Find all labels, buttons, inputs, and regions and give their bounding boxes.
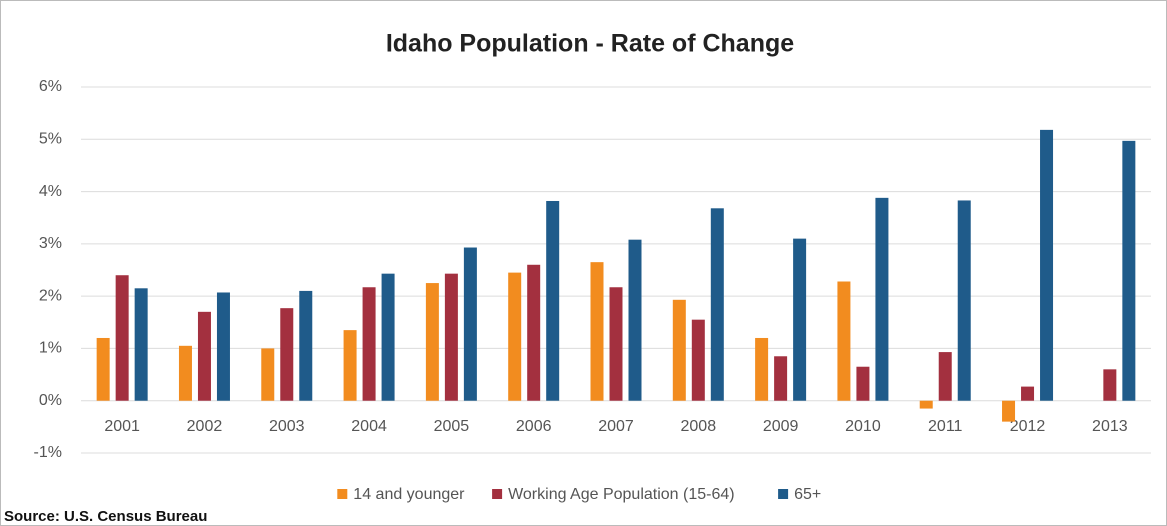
y-tick-label: 2% — [39, 287, 62, 304]
y-tick-label: 1% — [39, 340, 62, 357]
bar — [96, 337, 110, 401]
bar — [1122, 140, 1136, 401]
x-tick-label: 2001 — [104, 418, 140, 435]
x-tick-label: 2002 — [187, 418, 223, 435]
bar — [710, 208, 724, 401]
source: Source: U.S. Census Bureau — [4, 508, 207, 525]
y-tick-label: 4% — [39, 183, 62, 200]
bar — [115, 275, 129, 401]
bar — [875, 197, 889, 401]
x-tick-label: 2008 — [681, 418, 717, 435]
bar — [672, 299, 686, 401]
bar — [1002, 400, 1016, 422]
bar — [1103, 369, 1117, 401]
legend-label: 14 and younger — [353, 486, 465, 503]
bar — [546, 200, 560, 401]
chart-title: Idaho Population - Rate of Change — [386, 30, 794, 58]
bar — [793, 238, 807, 401]
bar — [343, 330, 357, 401]
x-tick-label: 2006 — [516, 418, 552, 435]
bar — [628, 239, 642, 401]
bar — [1040, 129, 1054, 401]
bar — [609, 287, 623, 401]
bar — [463, 247, 477, 401]
x-tick-label: 2011 — [928, 418, 963, 435]
bar — [134, 288, 148, 401]
bar — [837, 281, 851, 401]
bar — [444, 273, 458, 401]
x-tick-label: 2009 — [763, 418, 799, 435]
y-tick-label: 0% — [39, 392, 62, 409]
legend-swatch — [778, 489, 789, 499]
bar — [527, 264, 541, 401]
x-tick-label: 2005 — [434, 418, 470, 435]
x-tick-label: 2010 — [845, 418, 881, 435]
bar — [508, 272, 522, 401]
bar — [856, 366, 870, 401]
bar — [919, 400, 933, 409]
y-tick-label: -1% — [34, 444, 62, 461]
x-tick-label: 2007 — [598, 418, 634, 435]
bar — [590, 262, 604, 401]
bar — [216, 292, 230, 401]
bar — [938, 352, 952, 401]
bar — [1021, 386, 1035, 401]
bar — [299, 290, 313, 401]
x-tick-label: 2004 — [351, 418, 387, 435]
bar — [755, 337, 769, 401]
bar — [178, 345, 192, 401]
x-tick-label: 2012 — [1010, 418, 1046, 435]
bar — [261, 348, 275, 401]
legend-label: 65+ — [794, 486, 821, 503]
x-tick-label: 2003 — [269, 418, 305, 435]
bar — [691, 319, 705, 401]
y-tick-label: 6% — [39, 78, 62, 95]
bar — [774, 356, 788, 401]
legend-swatch — [337, 489, 348, 499]
bar — [957, 200, 971, 401]
bar — [280, 308, 294, 401]
y-tick-label: 3% — [39, 235, 62, 252]
x-tick-label: 2013 — [1092, 418, 1128, 435]
y-tick-label: 5% — [39, 131, 62, 148]
bar — [197, 311, 211, 401]
bar — [381, 273, 395, 401]
bar — [425, 283, 439, 401]
legend-label: Working Age Population (15-64) — [508, 486, 735, 503]
bar — [362, 287, 376, 401]
legend-swatch — [492, 489, 503, 499]
